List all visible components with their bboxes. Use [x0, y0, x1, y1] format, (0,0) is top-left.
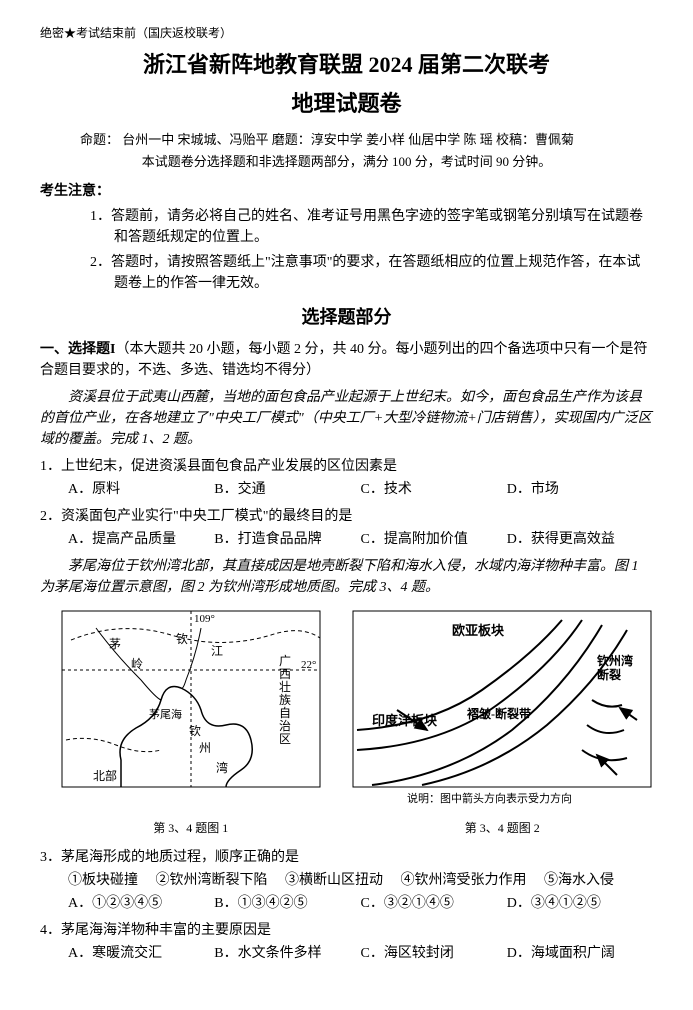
paper-info: 本试题卷分选择题和非选择题两部分，满分 100 分，考试时间 90 分钟。	[40, 152, 653, 172]
q2-choices: A．提高产品质量 B．打造食品品牌 C．提高附加价值 D．获得更高效益	[68, 529, 653, 550]
notice-heading: 考生注意：	[40, 181, 653, 202]
q4-choice-d: D．海域面积广阔	[507, 943, 653, 964]
eurasia-plate: 欧亚板块	[452, 623, 505, 638]
q3-sub2: ②钦州湾断裂下陷	[156, 870, 268, 891]
q3-subs: ①板块碰撞 ②钦州湾断裂下陷 ③横断山区扭动 ④钦州湾受张力作用 ⑤海水入侵	[68, 870, 653, 891]
q4-stem: 4．茅尾海海洋物种丰富的主要原因是	[40, 920, 653, 941]
q1-choice-a: A．原料	[68, 479, 214, 500]
map-svg: 109° 22° 茅 岭 钦 江 广西壮族自治区 茅尾海 钦	[61, 610, 321, 810]
q3-choice-a: A．①②③④⑤	[68, 893, 214, 914]
q1-choice-b: B．交通	[214, 479, 360, 500]
notice-item: 1．答题前，请务必将自己的姓名、准考证号用黑色字迹的签字笔或钢笔分别填写在试题卷…	[90, 206, 653, 248]
maowei-sea: 茅尾海	[149, 707, 182, 721]
figure-1: 109° 22° 茅 岭 钦 江 广西壮族自治区 茅尾海 钦	[40, 610, 342, 837]
q4-choice-c: C．海区较封闭	[361, 943, 507, 964]
region-label: 广西壮族自治区	[279, 654, 291, 746]
beibu-label: 北部	[93, 768, 117, 783]
river-qi: 岭	[131, 657, 143, 671]
block-desc: （本大题共 20 小题，每小题 2 分，共 40 分。每小题列出的四个备选项中只…	[40, 342, 647, 378]
q4-choice-a: A．寒暖流交汇	[68, 943, 214, 964]
q2-stem: 2．资溪面包产业实行"中央工厂模式"的最终目的是	[40, 506, 653, 527]
q2-choice-d: D．获得更高效益	[507, 529, 653, 550]
q3-choice-b: B．①③④②⑤	[214, 893, 360, 914]
figure-1-caption: 第 3、4 题图 1	[40, 819, 342, 837]
block-intro: 一、选择题I（本大题共 20 小题，每小题 2 分，共 40 分。每小题列出的四…	[40, 339, 653, 381]
passage-1: 资溪县位于武夷山西麓，当地的面包食品产业起源于上世纪末。如今，面包食品生产作为该…	[40, 387, 653, 450]
passage-2: 茅尾海位于钦州湾北部，其直接成因是地壳断裂下陷和海水入侵，水域内海洋物种丰富。图…	[40, 556, 653, 598]
river-qin: 钦	[176, 632, 188, 646]
figure-2-caption: 第 3、4 题图 2	[352, 819, 654, 837]
block-label: 一、选择题I	[40, 342, 115, 357]
credits-line: 命题： 台州一中 宋城城、冯贻平 磨题：淳安中学 姜小样 仙居中学 陈 瑶 校稿…	[80, 130, 653, 150]
zhou-char: 州	[199, 741, 211, 755]
q2-choice-a: A．提高产品质量	[68, 529, 214, 550]
notice-list: 1．答题前，请务必将自己的姓名、准考证号用黑色字迹的签字笔或钢笔分别填写在试题卷…	[90, 206, 653, 294]
lon-label: 109°	[194, 613, 215, 625]
subject-title: 地理试题卷	[40, 87, 653, 120]
q3-choice-d: D．③④①②⑤	[507, 893, 653, 914]
q1-choice-c: C．技术	[361, 479, 507, 500]
page-title: 浙江省新阵地教育联盟 2024 届第二次联考	[40, 48, 653, 81]
q4-choice-b: B．水文条件多样	[214, 943, 360, 964]
section-heading: 选择题部分	[40, 304, 653, 331]
q2-choice-b: B．打造食品品牌	[214, 529, 360, 550]
wan-char: 湾	[216, 760, 228, 775]
fold-belt: 褶皱-断裂带	[467, 706, 531, 721]
q4-choices: A．寒暖流交汇 B．水文条件多样 C．海区较封闭 D．海域面积广阔	[68, 943, 653, 964]
qin-char: 钦	[189, 724, 201, 738]
q3-sub5: ⑤海水入侵	[544, 870, 614, 891]
river-jiang: 江	[211, 644, 223, 658]
q3-sub3: ③横断山区扭动	[285, 870, 383, 891]
notice-item: 2．答题时，请按照答题纸上"注意事项"的要求，在答题纸相应的位置上规范作答，在本…	[90, 252, 653, 294]
confidential-line: 绝密★考试结束前（国庆返校联考）	[40, 24, 653, 42]
q1-choice-d: D．市场	[507, 479, 653, 500]
q3-choice-c: C．③②①④⑤	[361, 893, 507, 914]
q3-sub4: ④钦州湾受张力作用	[401, 870, 527, 891]
q2-choice-c: C．提高附加价值	[361, 529, 507, 550]
q3-choices: A．①②③④⑤ B．①③④②⑤ C．③②①④⑤ D．③④①②⑤	[68, 893, 653, 914]
india-plate: 印度洋板块	[372, 713, 438, 728]
arrow-note: 说明：图中箭头方向表示受力方向	[407, 791, 572, 805]
q1-stem: 1．上世纪末，促进资溪县面包食品产业发展的区位因素是	[40, 456, 653, 477]
figures-row: 109° 22° 茅 岭 钦 江 广西壮族自治区 茅尾海 钦	[40, 604, 653, 843]
figure-2: 欧亚板块 印度洋板块 褶皱-断裂带 钦州湾断裂 说明：图中箭头方向表示受力方向 …	[352, 610, 654, 837]
river-mao: 茅	[109, 637, 121, 651]
q1-choices: A．原料 B．交通 C．技术 D．市场	[68, 479, 653, 500]
geology-svg: 欧亚板块 印度洋板块 褶皱-断裂带 钦州湾断裂 说明：图中箭头方向表示受力方向	[352, 610, 652, 810]
q3-sub1: ①板块碰撞	[68, 870, 138, 891]
lat-label: 22°	[301, 659, 316, 671]
q3-stem: 3．茅尾海形成的地质过程，顺序正确的是	[40, 847, 653, 868]
